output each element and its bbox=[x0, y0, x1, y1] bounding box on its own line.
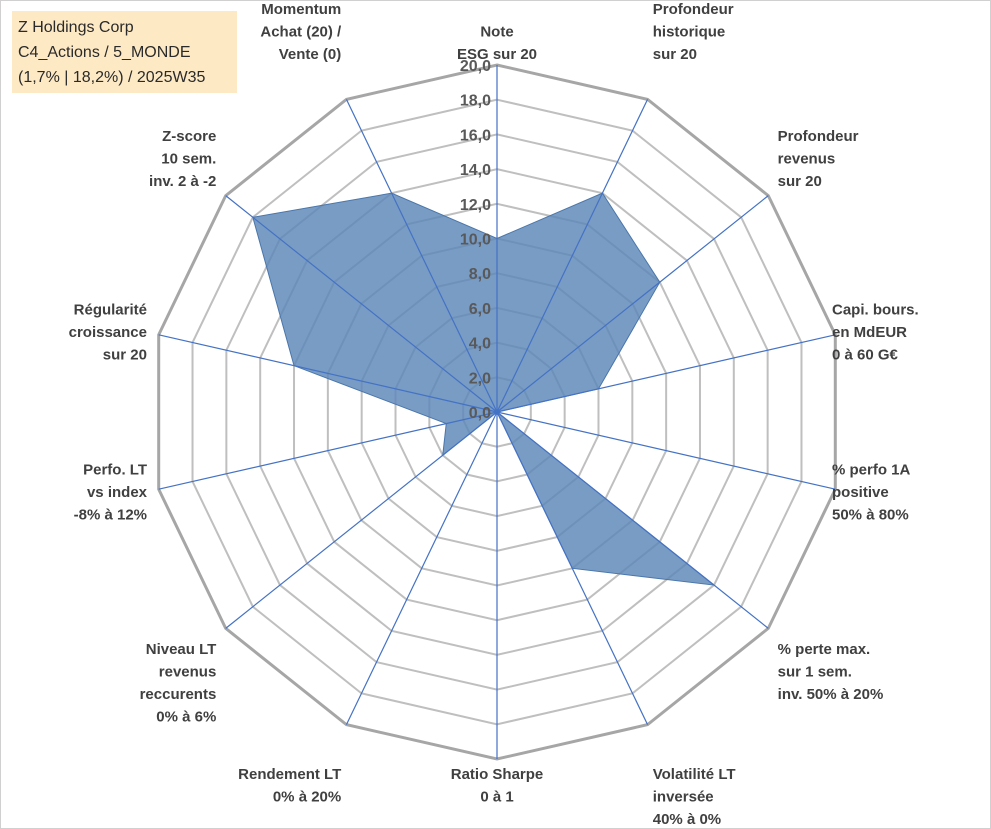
axis-label: Profondeur revenus sur 20 bbox=[778, 128, 859, 190]
axis-label: Note ESG sur 20 bbox=[457, 24, 537, 64]
axis-label-line: Momentum bbox=[261, 1, 341, 18]
info-category: C4_Actions / 5_MONDE bbox=[18, 44, 191, 61]
axis-label-line: Capi. bours. bbox=[832, 302, 919, 319]
axis-spoke bbox=[496, 99, 649, 413]
axis-spoke bbox=[496, 195, 769, 413]
axis-label-line: inversée bbox=[653, 789, 714, 806]
axis-label-line: Note bbox=[480, 24, 513, 41]
tick-label: 4,0 bbox=[469, 336, 491, 353]
tick-label: 10,0 bbox=[460, 232, 491, 249]
axis-label-line: Profondeur bbox=[778, 128, 859, 145]
axis-label: Z-score 10 sem. inv. 2 à -2 bbox=[149, 128, 216, 190]
axis-spoke bbox=[496, 411, 769, 629]
tick-label: 16,0 bbox=[460, 127, 491, 144]
axis-label-line: revenus bbox=[778, 151, 836, 168]
tick-label: 14,0 bbox=[460, 162, 491, 179]
axis-label-line: sur 20 bbox=[778, 173, 822, 190]
axis-label: Rendement LT 0% à 20% bbox=[238, 766, 341, 806]
axis-label: Perfo. LT vs index -8% à 12% bbox=[74, 461, 148, 523]
axis-label-line: croissance bbox=[69, 324, 147, 341]
axis-label-line: Z-score bbox=[162, 128, 216, 145]
axis-label-line: % perfo 1A bbox=[832, 461, 911, 478]
axis-label-line: 40% à 0% bbox=[653, 811, 721, 828]
axis-label-line: 0 à 60 G€ bbox=[832, 347, 899, 364]
axis-label: Niveau LT revenus reccurents 0% à 6% bbox=[140, 641, 217, 726]
tick-label: 0,0 bbox=[469, 405, 491, 422]
axis-label-line: inv. 50% à 20% bbox=[778, 686, 884, 703]
axis-label: % perfo 1A positive 50% à 80% bbox=[832, 461, 911, 523]
data-area bbox=[252, 192, 716, 586]
tick-label: 8,0 bbox=[469, 266, 491, 283]
axis-label: Momentum Achat (20) / Vente (0) bbox=[260, 1, 342, 63]
axis-label-line: Achat (20) / bbox=[260, 24, 342, 41]
tick-label: 20,0 bbox=[460, 58, 491, 75]
axis-spoke bbox=[158, 334, 498, 413]
axis-label-line: Vente (0) bbox=[279, 46, 342, 63]
axis-label-line: 10 sem. bbox=[161, 151, 216, 168]
axis-spoke bbox=[496, 411, 649, 725]
axis-label-line: Rendement LT bbox=[238, 766, 341, 783]
axis-label-line: sur 20 bbox=[103, 347, 147, 364]
axis-label-line: Régularité bbox=[74, 302, 147, 319]
tick-label: 2,0 bbox=[469, 370, 491, 387]
axis-label-line: revenus bbox=[159, 663, 217, 680]
axis-spoke bbox=[345, 99, 498, 413]
axis-spoke bbox=[496, 334, 836, 413]
axis-label: Ratio Sharpe 0 à 1 bbox=[451, 766, 544, 806]
axis-label-line: inv. 2 à -2 bbox=[149, 173, 216, 190]
info-company: Z Holdings Corp bbox=[18, 19, 134, 36]
axis-label-line: 0 à 1 bbox=[480, 789, 513, 806]
axis-label-line: Niveau LT bbox=[146, 641, 217, 658]
axis-label-line: 50% à 80% bbox=[832, 506, 909, 523]
axis-spoke bbox=[345, 411, 498, 725]
axis-label: Capi. bours. en MdEUR 0 à 60 G€ bbox=[832, 302, 919, 364]
tick-label: 12,0 bbox=[460, 197, 491, 214]
axis-label-line: % perte max. bbox=[778, 641, 871, 658]
axis-label-line: ESG sur 20 bbox=[457, 46, 537, 63]
axis-spoke bbox=[158, 411, 498, 490]
axis-label-line: Profondeur bbox=[653, 1, 734, 18]
tick-label: 18,0 bbox=[460, 93, 491, 110]
info-period: (1,7% | 18,2%) / 2025W35 bbox=[18, 69, 206, 86]
axis-label-line: 0% à 6% bbox=[156, 708, 216, 725]
axis-label: Volatilité LT inversée 40% à 0% bbox=[653, 766, 736, 828]
axis-spoke bbox=[225, 411, 498, 629]
axis-label-line: vs index bbox=[87, 484, 148, 501]
axis-label-line: Ratio Sharpe bbox=[451, 766, 544, 783]
axis-label-line: sur 1 sem. bbox=[778, 663, 852, 680]
axis-label-line: positive bbox=[832, 484, 889, 501]
axis-label-line: 0% à 20% bbox=[273, 789, 341, 806]
tick-label: 6,0 bbox=[469, 301, 491, 318]
axis-label: Régularité croissance sur 20 bbox=[69, 302, 147, 364]
axis-spoke bbox=[225, 195, 498, 413]
axis-label-line: reccurents bbox=[140, 686, 217, 703]
axis-label: % perte max. sur 1 sem. inv. 50% à 20% bbox=[778, 641, 884, 703]
axis-label-line: sur 20 bbox=[653, 46, 697, 63]
axis-label-line: historique bbox=[653, 24, 726, 41]
axis-label-line: Perfo. LT bbox=[83, 461, 147, 478]
axis-label-line: en MdEUR bbox=[832, 324, 907, 341]
axis-label-line: -8% à 12% bbox=[74, 506, 147, 523]
info-box: Z Holdings Corp C4_Actions / 5_MONDE (1,… bbox=[12, 11, 237, 93]
axis-label-line: Volatilité LT bbox=[653, 766, 736, 783]
axis-spoke bbox=[496, 411, 836, 490]
axis-label: Profondeur historique sur 20 bbox=[653, 1, 734, 63]
